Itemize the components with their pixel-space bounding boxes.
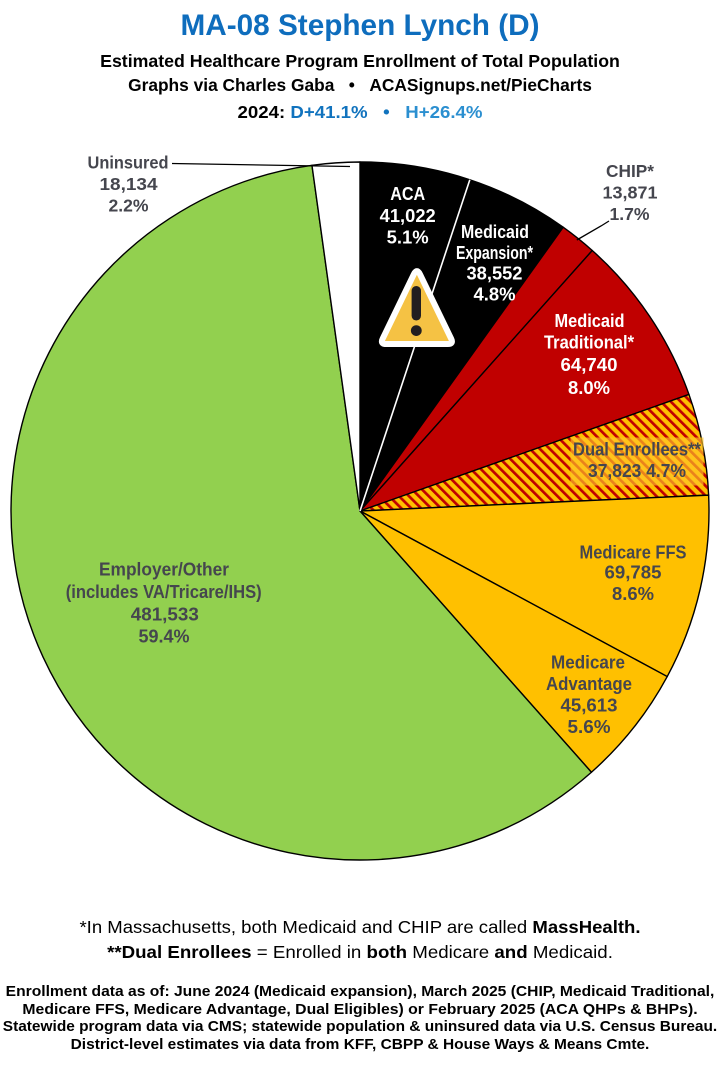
svg-text:8.0%: 8.0% — [568, 378, 610, 398]
svg-text:Expansion*: Expansion* — [456, 243, 533, 263]
svg-text:5.1%: 5.1% — [387, 228, 429, 248]
svg-text:13,871: 13,871 — [603, 183, 658, 203]
svg-text:481,533: 481,533 — [131, 605, 199, 625]
svg-text:Traditional*: Traditional* — [544, 333, 634, 353]
svg-text:38,552: 38,552 — [467, 264, 523, 284]
svg-text:4.8%: 4.8% — [474, 284, 516, 304]
svg-text:8.6%: 8.6% — [612, 584, 654, 604]
svg-text:37,823 4.7%: 37,823 4.7% — [588, 461, 686, 481]
svg-text:59.4%: 59.4% — [139, 627, 190, 647]
svg-text:(includes VA/Tricare/IHS): (includes VA/Tricare/IHS) — [66, 582, 262, 602]
svg-text:Medicare: Medicare — [551, 652, 625, 672]
svg-text:Medicaid: Medicaid — [555, 311, 625, 331]
svg-text:2.2%: 2.2% — [109, 196, 149, 216]
svg-text:41,022: 41,022 — [380, 206, 436, 226]
svg-text:Dual Enrollees**: Dual Enrollees** — [573, 440, 701, 460]
svg-text:Medicare FFS: Medicare FFS — [580, 542, 687, 562]
svg-text:18,134: 18,134 — [100, 174, 158, 194]
svg-text:ACA: ACA — [390, 184, 425, 204]
svg-text:Uninsured: Uninsured — [88, 153, 169, 173]
svg-text:Employer/Other: Employer/Other — [99, 559, 229, 579]
svg-text:69,785: 69,785 — [605, 563, 662, 583]
svg-text:5.6%: 5.6% — [568, 717, 611, 737]
svg-text:1.7%: 1.7% — [610, 204, 650, 224]
svg-text:64,740: 64,740 — [561, 355, 618, 375]
svg-text:45,613: 45,613 — [561, 696, 618, 716]
svg-text:CHIP*: CHIP* — [606, 161, 654, 181]
svg-text:Advantage: Advantage — [546, 674, 632, 694]
svg-text:Medicaid: Medicaid — [461, 222, 529, 242]
